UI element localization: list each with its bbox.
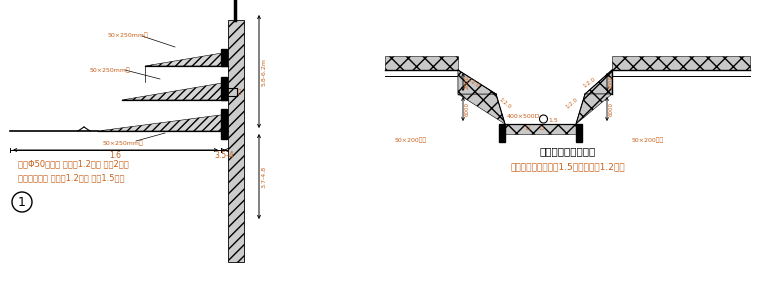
Polygon shape: [228, 20, 244, 262]
Text: 桩: 桩: [238, 89, 241, 95]
Text: 50×250mm板: 50×250mm板: [103, 140, 144, 146]
Text: 注：基槽桶高不小于1.5米，桶距为1.2米。: 注：基槽桶高不小于1.5米，桶距为1.2米。: [510, 162, 625, 171]
Polygon shape: [458, 70, 496, 94]
Text: 6000: 6000: [609, 102, 614, 116]
Polygon shape: [458, 94, 505, 124]
Text: 6000: 6000: [465, 102, 470, 116]
Text: 正: 正: [525, 124, 529, 130]
Text: 负: 负: [540, 124, 543, 130]
Text: 1: 1: [18, 196, 26, 208]
Text: 1.6: 1.6: [109, 151, 122, 160]
Polygon shape: [98, 114, 228, 131]
Bar: [499, 124, 505, 142]
Text: 槽底用木桶， 桶距为1.2米， 桶长1.5米。: 槽底用木桶， 桶距为1.2米， 桶长1.5米。: [18, 173, 125, 182]
Text: 1:2.0: 1:2.0: [498, 97, 512, 110]
Text: 50×200材板: 50×200材板: [395, 138, 427, 143]
Text: 3.7-4.8: 3.7-4.8: [262, 166, 267, 187]
Text: 1:2.0: 1:2.0: [565, 97, 579, 110]
Text: 2000: 2000: [609, 75, 614, 89]
Polygon shape: [612, 56, 750, 70]
Polygon shape: [505, 124, 576, 134]
Text: 50×250mm板: 50×250mm板: [90, 67, 131, 73]
Text: 1:2.0: 1:2.0: [582, 77, 597, 89]
Text: 3.5-4: 3.5-4: [214, 151, 234, 160]
Bar: [221, 49, 227, 66]
Bar: [221, 77, 227, 100]
Text: 50×200材板: 50×200材板: [632, 138, 664, 143]
Bar: [221, 109, 227, 139]
Text: 50×250mm板: 50×250mm板: [108, 32, 149, 38]
Text: 2000: 2000: [465, 75, 470, 89]
Text: 1.5: 1.5: [549, 118, 559, 123]
Polygon shape: [145, 52, 228, 66]
Polygon shape: [585, 70, 612, 94]
Text: 基槽开挖及支护方案: 基槽开挖及支护方案: [540, 146, 596, 156]
Polygon shape: [122, 82, 228, 100]
Bar: [576, 124, 582, 142]
Polygon shape: [576, 94, 612, 124]
Polygon shape: [385, 56, 458, 70]
Text: 桶：Φ50锤管， 桶距为1.2米， 桶长2米。: 桶：Φ50锤管， 桶距为1.2米， 桶长2米。: [18, 159, 128, 168]
Text: 1:2.0: 1:2.0: [466, 77, 480, 89]
Text: 5.8-6.2m: 5.8-6.2m: [262, 58, 267, 86]
Text: 400×500D: 400×500D: [507, 114, 540, 119]
